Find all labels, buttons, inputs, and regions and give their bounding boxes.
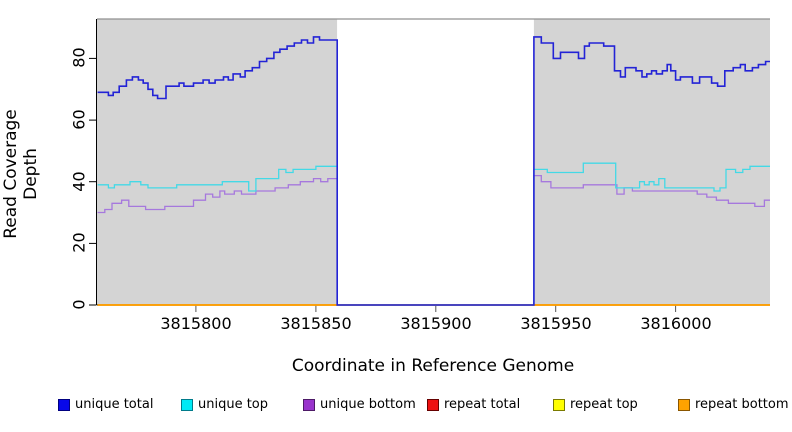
legend-swatch-icon bbox=[427, 399, 439, 411]
x-tick-label: 3816000 bbox=[640, 314, 712, 333]
x-axis-title: Coordinate in Reference Genome bbox=[291, 356, 575, 376]
x-tick-label: 3815900 bbox=[400, 314, 472, 333]
series-unique-total bbox=[97, 36, 770, 306]
legend-swatch-icon bbox=[678, 399, 690, 411]
y-tick-label: 60 bbox=[69, 109, 89, 130]
legend-label: unique bottom bbox=[320, 397, 416, 412]
legend-label: repeat total bbox=[444, 397, 521, 412]
x-tick-label: 3815800 bbox=[160, 314, 232, 333]
y-tick-label: 20 bbox=[69, 232, 89, 253]
x-tick-label: 3815950 bbox=[520, 314, 592, 333]
legend-swatch-icon bbox=[58, 399, 70, 411]
legend-swatch-icon bbox=[303, 399, 315, 411]
region-covered-left bbox=[97, 19, 338, 305]
series-unique-bottom bbox=[97, 174, 770, 306]
legend-label: unique total bbox=[75, 397, 154, 412]
legend-swatch-icon bbox=[553, 399, 565, 411]
region-covered-right bbox=[533, 19, 770, 305]
y-axis-title: Read Coverage Depth bbox=[1, 109, 41, 239]
series-unique-top bbox=[97, 162, 770, 306]
y-tick-label: 0 bbox=[69, 299, 89, 310]
legend-label: repeat top bbox=[570, 397, 638, 412]
legend-label: repeat bottom bbox=[695, 397, 789, 412]
legend-label: unique top bbox=[198, 397, 269, 412]
chart-legend: unique total unique top unique bottom repea… bbox=[0, 396, 792, 420]
x-tick-label: 3815850 bbox=[280, 314, 352, 333]
region-uncovered-gap bbox=[337, 19, 534, 305]
y-tick-label: 80 bbox=[69, 47, 89, 68]
legend-swatch-icon bbox=[181, 399, 193, 411]
y-tick-label: 40 bbox=[69, 171, 89, 192]
